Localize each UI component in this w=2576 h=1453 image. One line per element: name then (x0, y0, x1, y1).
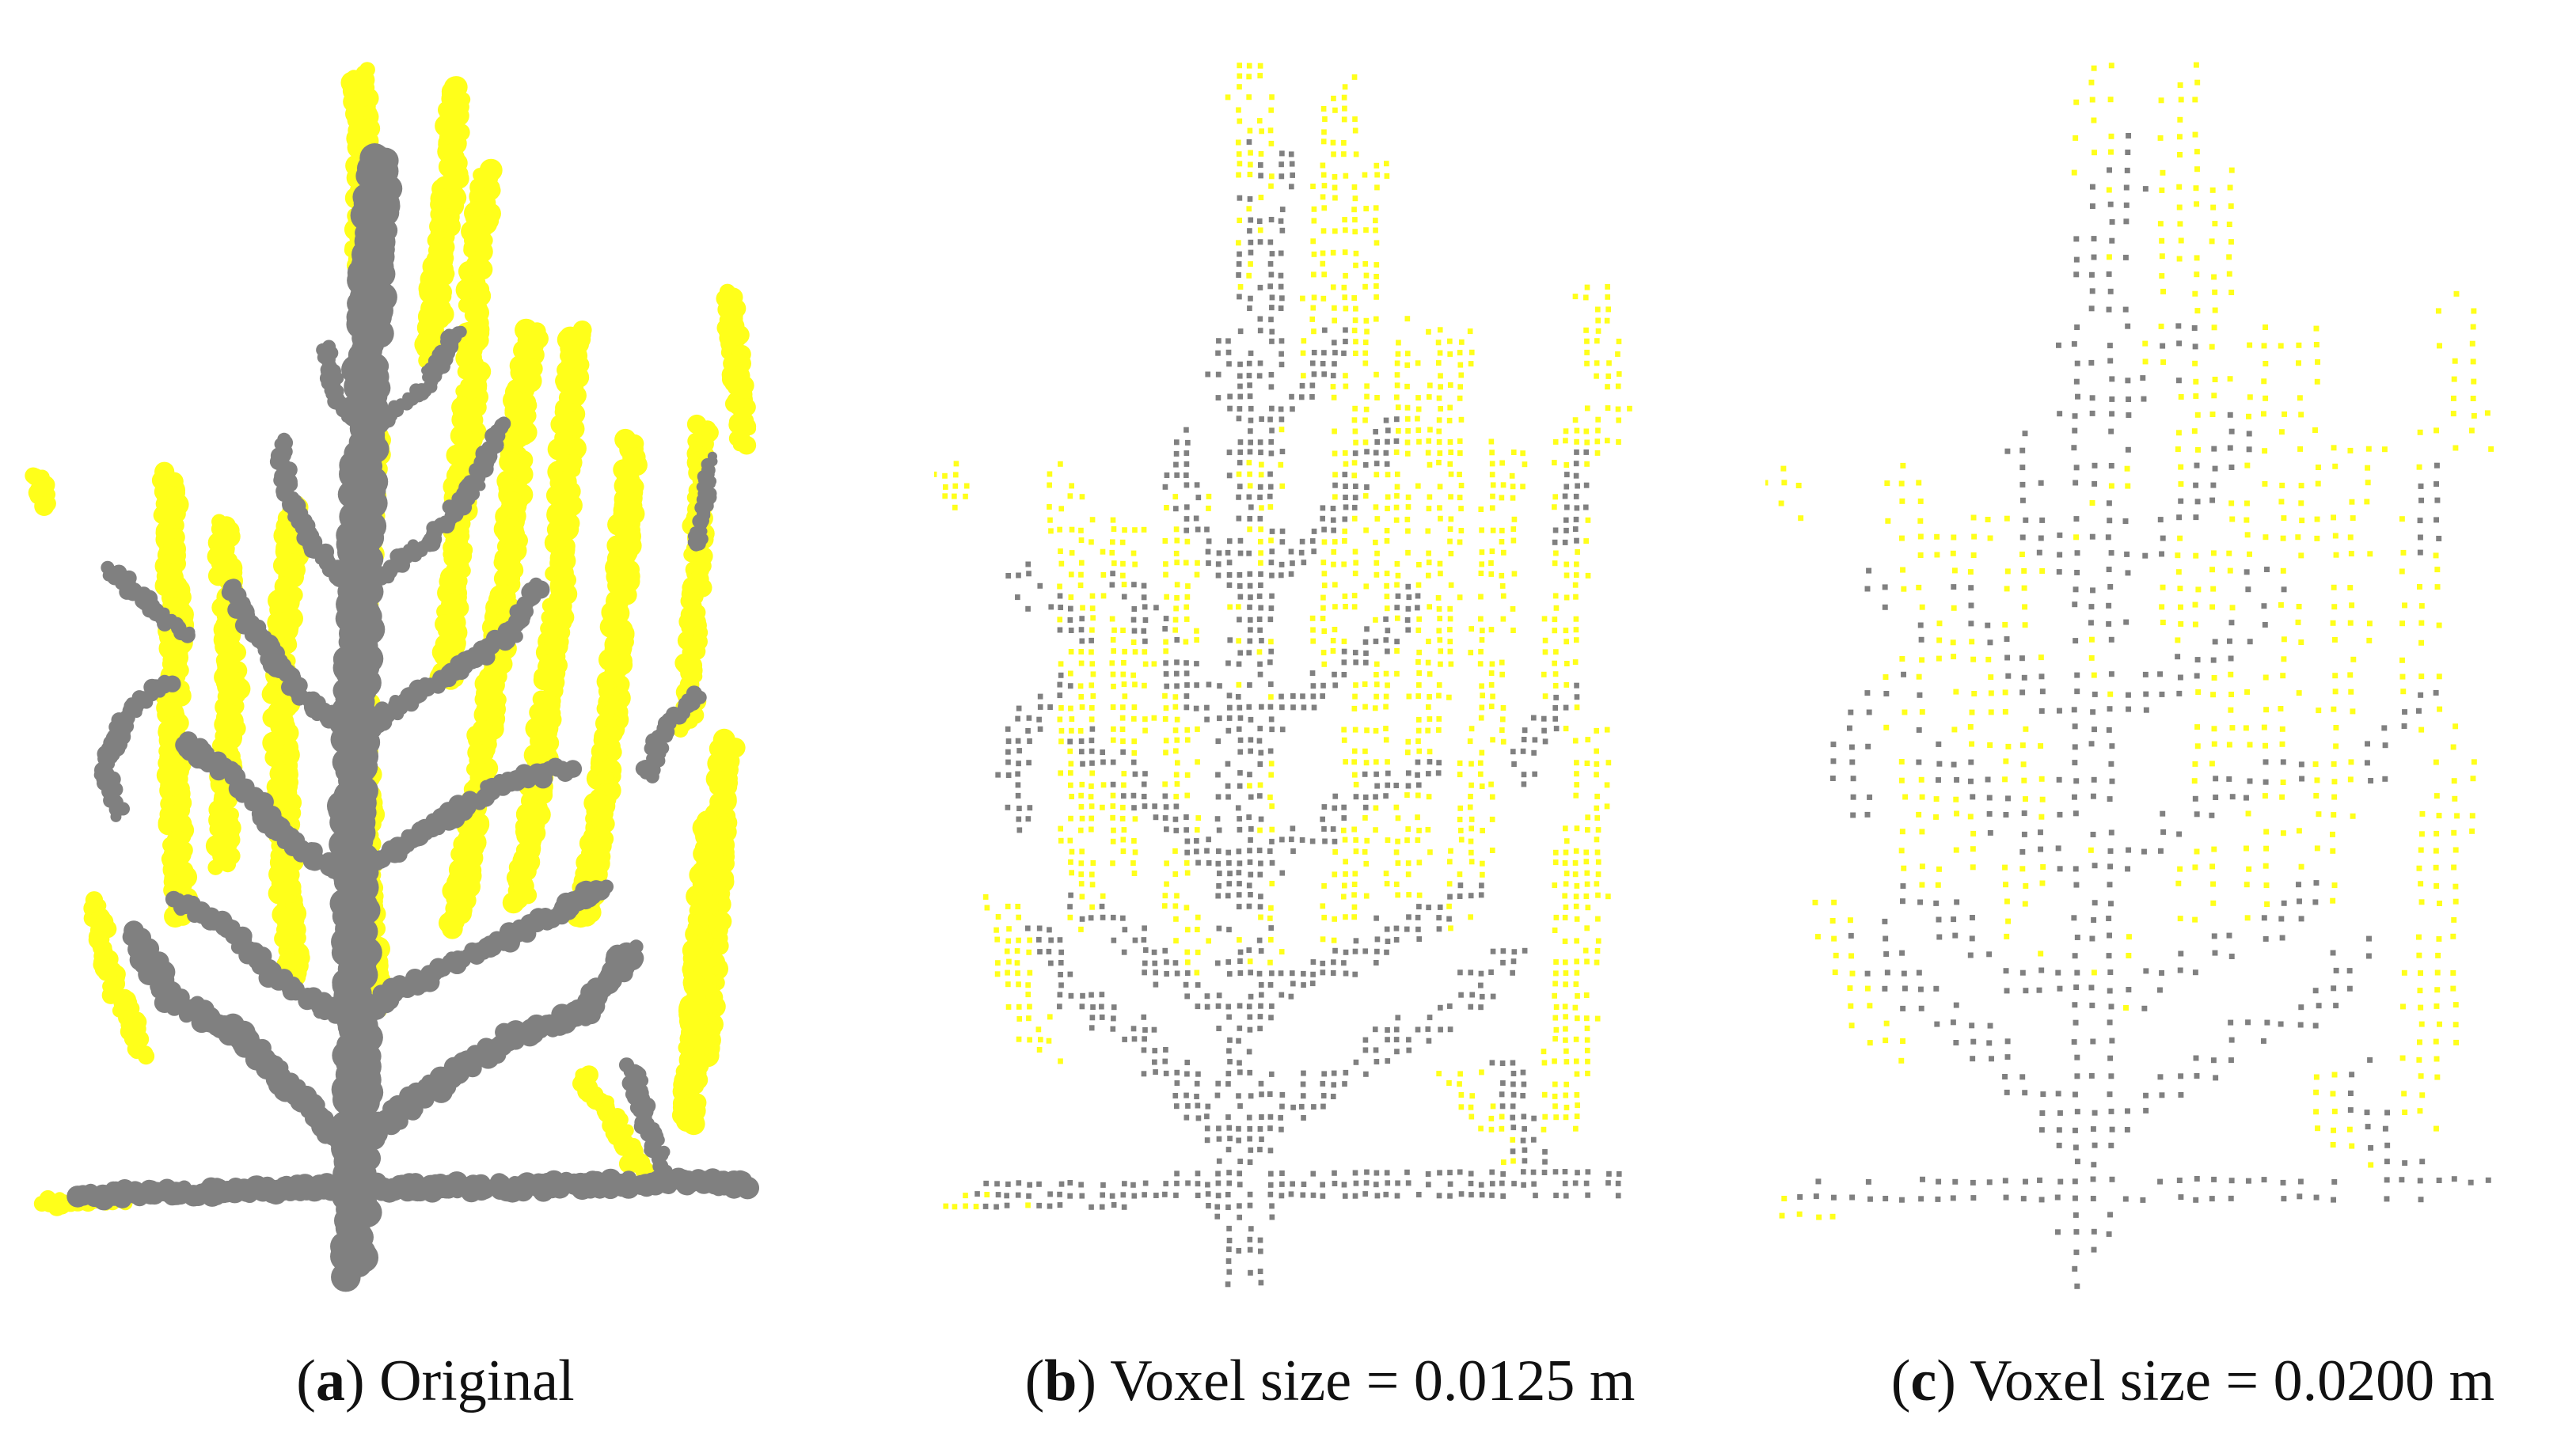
leaf-point (219, 855, 237, 873)
leaf-point (39, 495, 56, 512)
leaf-point (502, 891, 525, 914)
point-cloud-original-plot (25, 62, 759, 1292)
wood-point (539, 909, 553, 924)
point-cloud-original (24, 32, 823, 1330)
wood-point (123, 920, 144, 941)
leaf-point (732, 438, 747, 452)
wood-point (374, 701, 390, 717)
wood-point (529, 577, 543, 591)
wood-point (372, 147, 399, 174)
wood-point (178, 731, 198, 751)
leaf-point (710, 936, 729, 955)
leaf-point (444, 920, 461, 937)
wood-point (564, 760, 583, 778)
wood-point (629, 939, 644, 954)
leaf-point (682, 1110, 705, 1132)
wood-point (738, 1177, 759, 1199)
wood-point (223, 579, 241, 596)
leaf-point (207, 859, 224, 875)
leaf-point (139, 1049, 155, 1064)
wood-point (599, 879, 614, 894)
wood-point (165, 890, 182, 908)
